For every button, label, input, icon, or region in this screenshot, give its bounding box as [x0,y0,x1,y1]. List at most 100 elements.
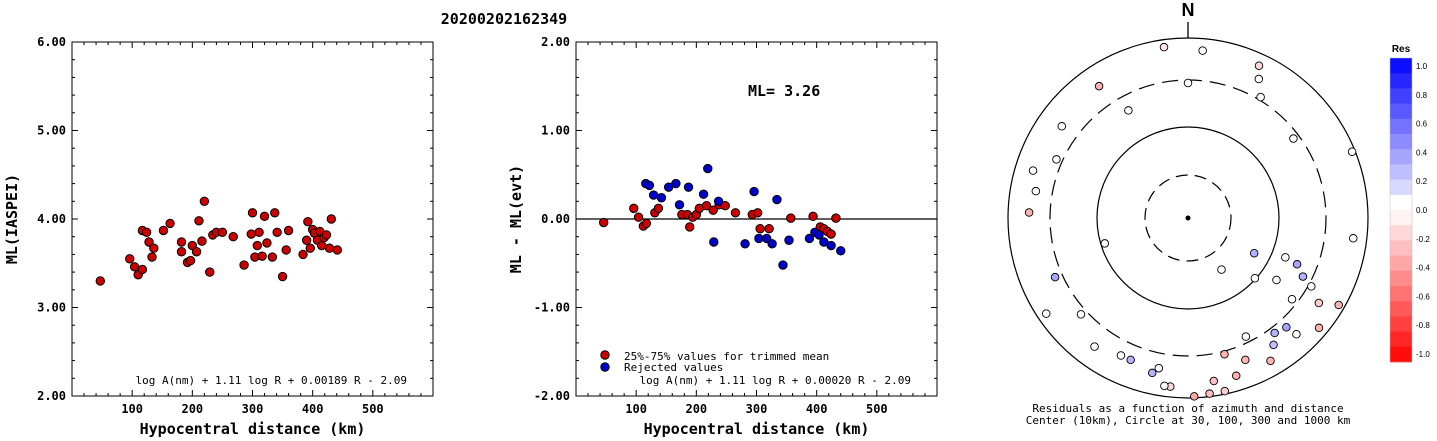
station-point [1314,323,1324,333]
rejected-point [749,186,759,197]
residual-colorbar: Res 1.0 0.8 0.6 0.4 0.2 0.0 -0.2 -0.4 -0.6 -0.8 -1.… [1389,44,1430,363]
colorbar-tick-label: 0.4 [1416,148,1428,157]
trimmed-point [786,213,796,223]
rejected-point [836,246,846,256]
rejected-point [826,240,836,251]
plot-frame [71,41,434,397]
station-point [1209,376,1219,386]
colorbar-swatch [1390,88,1412,105]
data-point [270,208,280,218]
station-point [1298,272,1308,281]
data-point [125,254,135,264]
rejected-point [703,163,713,174]
station-point [1256,92,1265,102]
station-point [1154,363,1164,373]
station-point [1289,134,1298,143]
data-point [239,260,249,270]
y-tick-label: 2.00 [541,35,570,49]
caption-line-2: Center (10km), Circle at 30, 100, 300 an… [1026,414,1351,427]
trimmed-point [598,217,609,228]
colorbar-title: Res [1392,44,1411,55]
station-point [1220,386,1230,396]
rejected-point [784,235,794,245]
station-point [1100,239,1110,248]
station-point [1334,300,1343,310]
colorbar-swatch [1390,103,1412,120]
trimmed-point [629,203,639,214]
data-point [326,214,337,224]
rejected-point [767,239,777,249]
data-point [272,227,282,237]
data-point [316,240,327,251]
data-point [257,251,267,261]
data-point [191,247,202,257]
data-point [332,245,343,255]
rejected-point [778,260,788,270]
circle-30km [1144,174,1232,262]
colorbar-swatch [1390,225,1412,241]
colorbar-tick-label: -0.4 [1416,264,1430,273]
data-point [321,230,332,240]
colorbar-swatch [1390,118,1412,135]
y-tick-label: 2.00 [37,389,66,403]
ml-residual-panel: 100 200 300 400 500 -2.00 -1.00 0.00 1.00 2.00 Hyp… [507,35,938,438]
rejected-point [671,178,681,189]
station-point [1282,322,1291,332]
station-point [1314,298,1324,308]
y-tick-label: 0.00 [541,212,570,226]
trimmed-point [730,208,741,218]
data-point [141,227,152,237]
colorbar-swatch [1390,149,1412,165]
formula-text: log A(nm) + 1.11 log R + 0.00189 R - 2.0… [135,374,407,387]
station-point [1349,234,1358,243]
data-point [301,235,312,245]
rejected-point [674,200,685,210]
data-point [197,236,207,246]
station-point [1281,253,1290,262]
colorbar-swatch [1390,194,1412,211]
trimmed-point [826,229,836,239]
x-tick-label: 300 [746,402,768,416]
data-point [158,225,169,236]
trimmed-point [831,213,841,223]
colorbar-swatch [1390,270,1412,287]
data-point [194,216,204,226]
trimmed-point [633,212,644,222]
data-point [303,216,313,227]
trimmed-point [685,222,695,232]
x-tick-label: 200 [181,402,203,416]
rejected-point [683,182,694,192]
y-tick-label: 5.00 [37,124,66,138]
trimmed-point [720,201,730,211]
colorbar-tick-label: 1.0 [1416,62,1428,71]
trimmed-point [708,205,718,215]
station-point [1124,106,1133,115]
ml-iaspei-panel: 100 200 300 400 500 2.00 3.00 4.00 5.00 6.00 Hypoc… [3,35,434,438]
rejected-point [644,180,655,191]
station-point [1147,368,1157,378]
data-point [217,227,228,237]
x-axis-label: Hypocentral distance (km) [644,420,870,438]
legend-marker-trimmed [600,350,610,360]
station-point [1241,332,1251,341]
x-tick-label: 500 [866,402,888,416]
station-point [1205,389,1214,398]
data-point [228,232,238,242]
data-point [176,247,187,257]
trimmed-point [755,224,765,234]
data-point [246,229,256,239]
circle-100km [1096,126,1280,310]
trimmed-point [808,211,818,222]
data-point [137,264,148,275]
formula-text: log A(nm) + 1.11 log R + 0.00020 R - 2.0… [639,374,911,387]
colorbar-swatch [1390,179,1412,196]
x-tick-label: 200 [685,402,707,416]
rejected-point [814,230,824,240]
station-point [1292,330,1301,339]
rejected-point [648,190,659,200]
station-point [1198,46,1207,55]
station-point [1272,275,1281,285]
data-point [281,245,291,255]
colorbar-swatch [1390,134,1412,150]
